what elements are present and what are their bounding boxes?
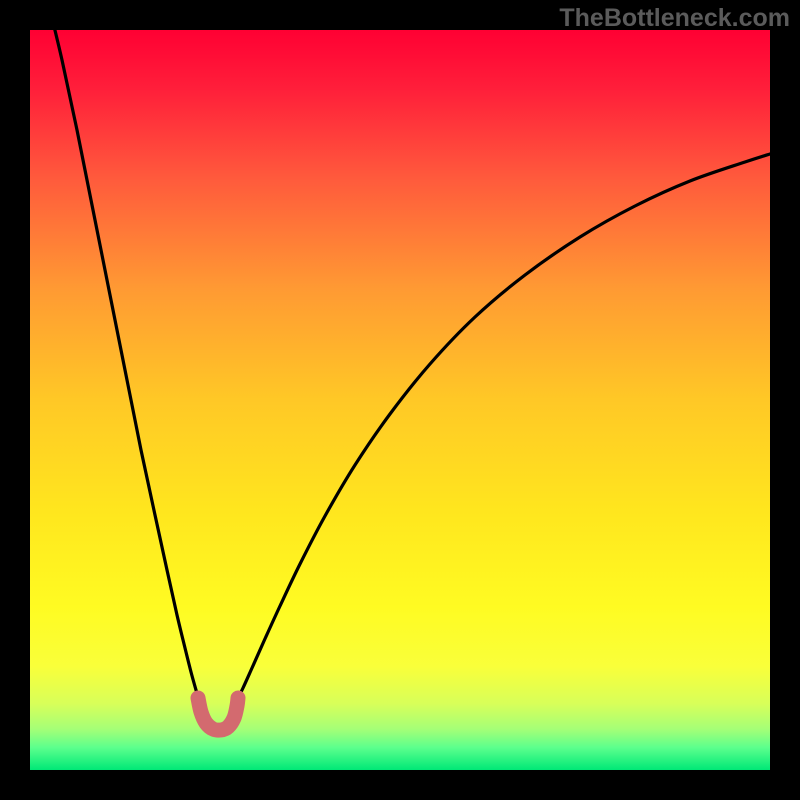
watermark-text: TheBottleneck.com xyxy=(559,4,790,33)
chart-frame: TheBottleneck.com xyxy=(0,0,800,800)
bottleneck-curve-chart xyxy=(0,0,800,800)
